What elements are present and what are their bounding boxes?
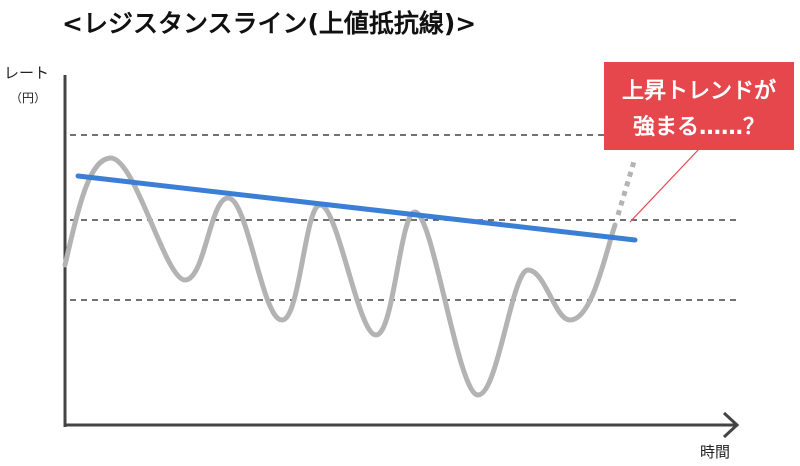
y-axis-label: レート bbox=[4, 64, 49, 82]
y-axis-unit: （円） bbox=[10, 91, 46, 105]
x-axis-arrowhead bbox=[722, 411, 740, 439]
breakout-dotted-extension bbox=[615, 157, 638, 216]
callout-box: 上昇トレンドが 強まる……？ bbox=[604, 62, 794, 150]
callout-pointer-line bbox=[629, 147, 701, 223]
callout-line-2: 強まる……？ bbox=[633, 114, 765, 140]
diagram-title: <レジスタンスライン(上値抵抗線)> bbox=[62, 9, 476, 38]
x-axis-label: 時間 bbox=[700, 443, 730, 461]
resistance-line bbox=[75, 173, 638, 243]
axes bbox=[63, 75, 740, 439]
callout-background bbox=[604, 62, 794, 150]
horizontal-dashed-lines bbox=[70, 134, 740, 301]
price-curve bbox=[62, 155, 618, 398]
callout-line-1: 上昇トレンドが bbox=[622, 78, 776, 104]
